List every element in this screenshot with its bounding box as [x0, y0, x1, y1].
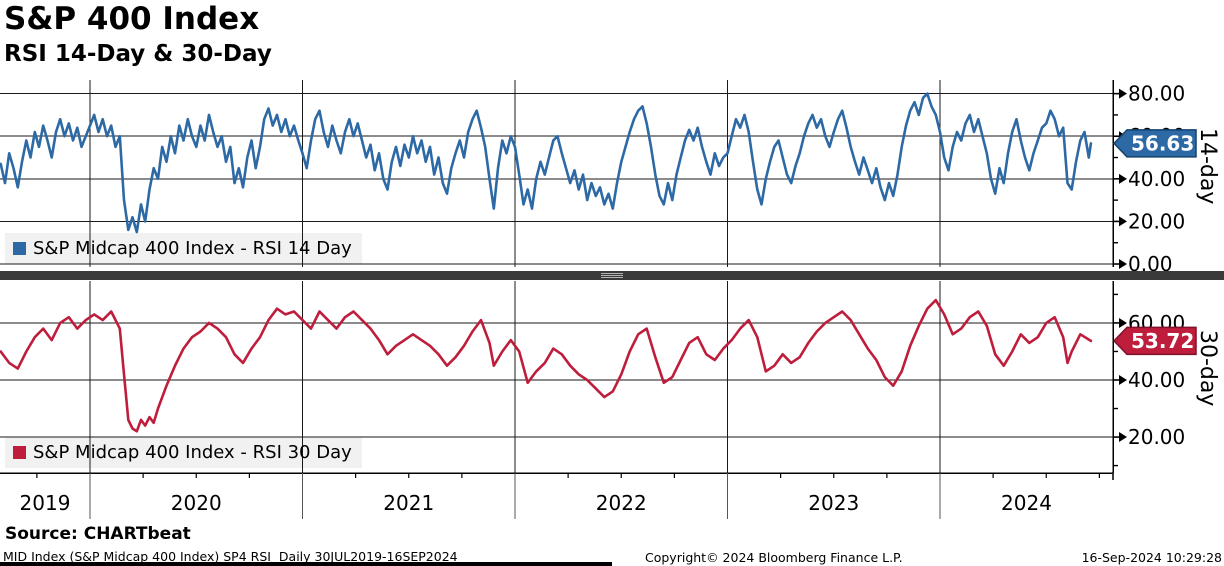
legend-item-rsi14[interactable]: S&P Midcap 400 Index - RSI 14 Day: [5, 233, 362, 264]
panel-splitter[interactable]: [0, 271, 1224, 280]
rsi14-legend-label: S&P Midcap 400 Index - RSI 14 Day: [33, 238, 352, 259]
y-tick-label: 20.00: [1128, 425, 1185, 449]
ticker-meta-label: MID Index (S&P Midcap 400 Index) SP4 RSI…: [3, 549, 458, 564]
y-tick-arrow-icon: [1119, 88, 1127, 99]
rsi30-legend-label: S&P Midcap 400 Index - RSI 30 Day: [33, 442, 352, 463]
bottom-terminal-bar: [0, 562, 612, 566]
y-tick-arrow-icon: [1119, 216, 1127, 227]
y-tick-arrow-icon: [1119, 432, 1127, 443]
x-tick-label: 2019: [20, 491, 71, 515]
x-tick-label: 2022: [596, 491, 647, 515]
copyright-label: Copyright© 2024 Bloomberg Finance L.P.: [645, 550, 903, 565]
page-title: S&P 400 Index: [4, 1, 260, 37]
x-tick-label: 2024: [1001, 491, 1052, 515]
legend-item-rsi30[interactable]: S&P Midcap 400 Index - RSI 30 Day: [5, 437, 362, 468]
rsi30-value-tag: [1112, 326, 1197, 356]
page-subtitle: RSI 14-Day & 30-Day: [4, 41, 272, 67]
y-tick-label: 40.00: [1128, 167, 1185, 191]
y-tick-label: 40.00: [1128, 368, 1185, 392]
y-tick-arrow-icon: [1119, 259, 1127, 270]
splitter-grip-icon: [601, 273, 623, 278]
rsi30-line[interactable]: [0, 298, 1093, 433]
rsi30-legend-swatch: [13, 446, 26, 459]
timestamp-label: 16-Sep-2024 10:29:28: [1081, 550, 1222, 565]
rsi14-value-label: 56.63: [1131, 131, 1194, 155]
y-tick-arrow-icon: [1119, 374, 1127, 385]
rsi30-value-label: 53.72: [1131, 329, 1194, 353]
source-label: Source: CHARTbeat: [5, 524, 191, 544]
rsi14-line[interactable]: [0, 92, 1093, 234]
axis-title-30day: 30-day: [1195, 330, 1220, 407]
y-tick-arrow-icon: [1119, 317, 1127, 328]
y-tick-label: 20.00: [1128, 209, 1185, 233]
rsi14-legend-swatch: [13, 242, 26, 255]
y-tick-label: 80.00: [1128, 82, 1185, 106]
axis-title-14day: 14-day: [1195, 128, 1220, 205]
y-tick-arrow-icon: [1119, 173, 1127, 184]
x-tick-label: 2021: [383, 491, 434, 515]
x-tick-label: 2020: [171, 491, 222, 515]
rsi14-value-tag: [1112, 129, 1197, 158]
x-tick-label: 2023: [808, 491, 859, 515]
